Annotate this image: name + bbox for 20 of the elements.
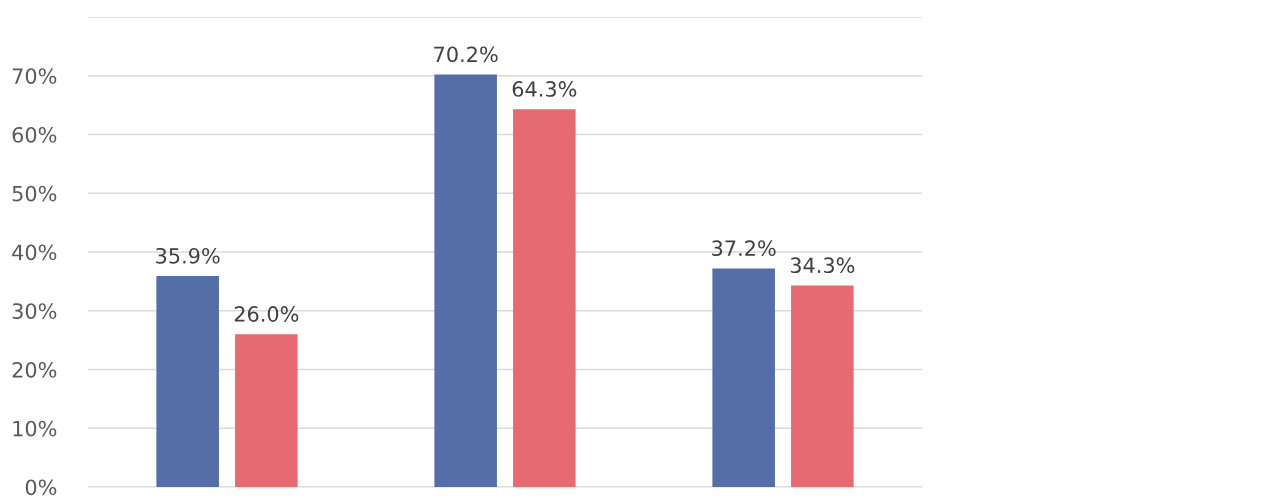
text: 26.0% — [234, 306, 299, 322]
bar — [156, 276, 219, 487]
text: 35.9% — [156, 247, 220, 264]
bar — [434, 74, 497, 487]
y-tick-label: 50% — [12, 185, 57, 202]
bar — [712, 268, 775, 487]
text: 37.2% — [712, 240, 776, 257]
y-tick-label: 40% — [12, 244, 57, 261]
bar — [513, 109, 576, 487]
y-tick-label: 70% — [12, 68, 57, 84]
text: 64.3% — [512, 81, 577, 97]
text: 34.3% — [790, 257, 855, 274]
y-tick-label: 10% — [13, 420, 57, 437]
bar — [791, 285, 854, 487]
y-tick-label: 0% — [25, 479, 57, 496]
bar — [235, 334, 298, 487]
y-tick-label: 20% — [12, 361, 57, 378]
text: 70.2% — [434, 46, 498, 63]
y-tick-label: 60% — [12, 126, 57, 143]
y-tick-label: 30% — [12, 303, 57, 319]
